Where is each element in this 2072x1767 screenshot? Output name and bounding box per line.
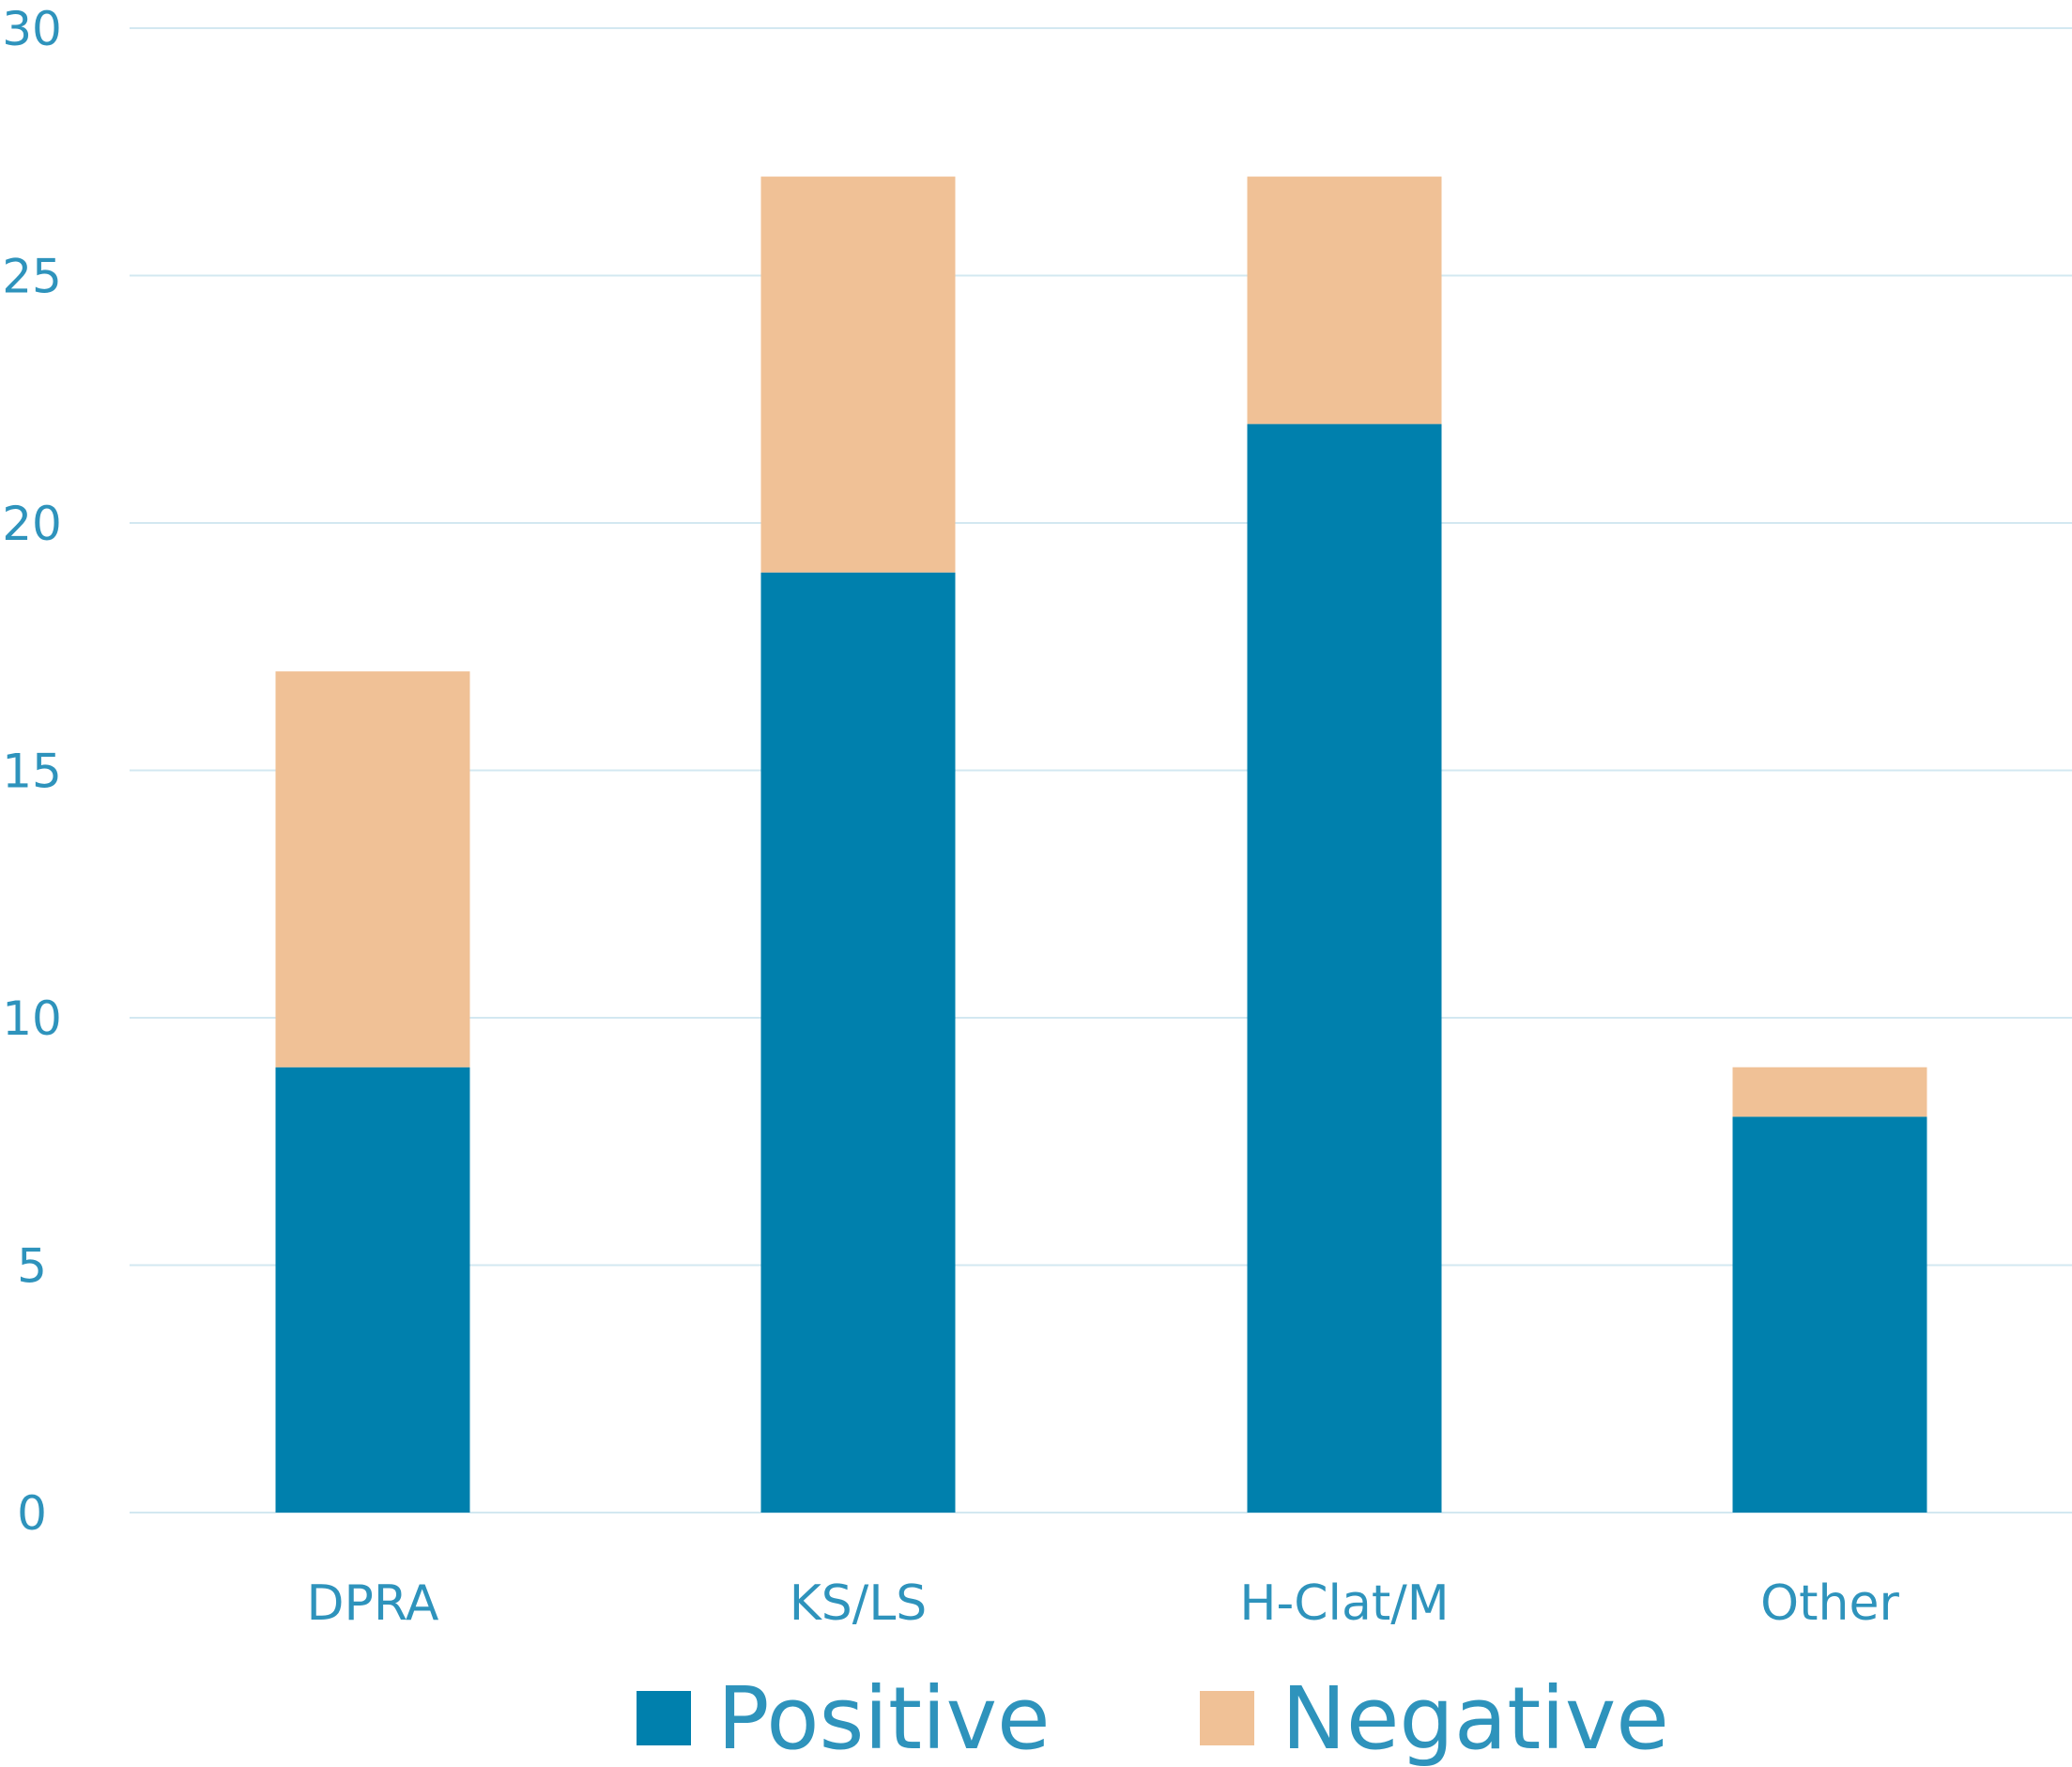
legend-swatch-negative <box>1200 1691 1254 1745</box>
y-axis-tick-labels: 0 5 10 15 20 25 30 <box>2 2 62 1541</box>
bar-negative-h-clat-m <box>1247 177 1442 424</box>
legend-label-negative: Negative <box>1282 1668 1669 1767</box>
x-category-label: DPRA <box>307 1575 439 1632</box>
y-tick-label: 5 <box>17 1239 47 1294</box>
x-category-label: Other <box>1760 1575 1899 1632</box>
bar-positive-h-clat-m <box>1247 423 1442 1513</box>
bar-negative-dpra <box>275 671 470 1068</box>
y-tick-label: 0 <box>17 1486 47 1541</box>
x-category-label: H-Clat/M <box>1239 1575 1449 1632</box>
x-axis-category-labels: DPRA KS/LS H-Clat/M Other <box>307 1575 1900 1632</box>
bar-negative-other <box>1732 1067 1927 1117</box>
bar-positive-other <box>1732 1116 1927 1513</box>
x-category-label: KS/LS <box>790 1575 928 1632</box>
y-tick-label: 30 <box>2 2 62 56</box>
y-tick-label: 25 <box>2 250 62 304</box>
bar-positive-dpra <box>275 1067 470 1513</box>
legend-label-positive: Positive <box>717 1668 1051 1767</box>
bars <box>275 177 1927 1513</box>
legend: Positive Negative <box>637 1668 1669 1767</box>
legend-swatch-positive <box>637 1691 691 1745</box>
y-tick-label: 15 <box>2 745 62 799</box>
bar-negative-ks-ls <box>760 177 956 573</box>
y-tick-label: 20 <box>2 497 62 551</box>
y-tick-label: 10 <box>2 991 62 1046</box>
bar-positive-ks-ls <box>760 572 956 1513</box>
